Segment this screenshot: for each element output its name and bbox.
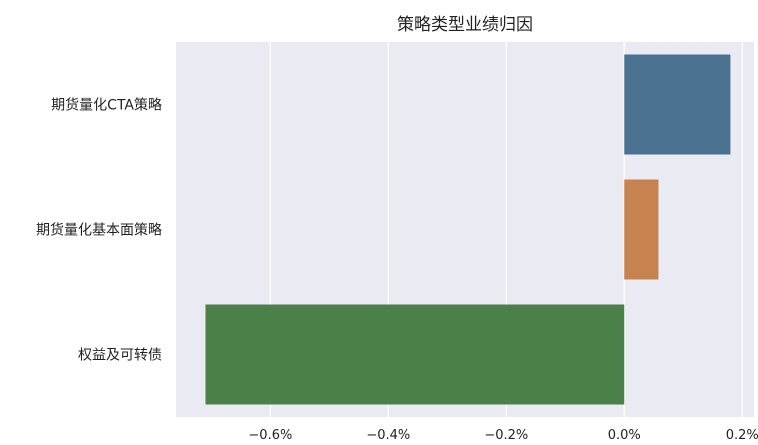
x-tick-label: −0.4% bbox=[366, 428, 410, 443]
x-tick-label: −0.6% bbox=[248, 428, 292, 443]
category-label: 权益及可转债 bbox=[78, 348, 162, 364]
category-label: 期货量化CTA策略 bbox=[51, 97, 162, 114]
bar bbox=[624, 54, 731, 155]
x-tick-labels: −0.6% −0.4% −0.2% 0.0% 0.2% bbox=[248, 428, 758, 443]
x-tick-label: 0.0% bbox=[608, 428, 641, 443]
bar bbox=[624, 179, 659, 280]
chart-title: 策略类型业绩归因 bbox=[397, 15, 533, 35]
category-label: 期货量化基本面策略 bbox=[36, 222, 162, 239]
bars bbox=[205, 54, 731, 405]
x-tick-label: −0.2% bbox=[484, 428, 528, 443]
x-tick-label: 0.2% bbox=[726, 428, 758, 443]
bar bbox=[205, 304, 625, 405]
